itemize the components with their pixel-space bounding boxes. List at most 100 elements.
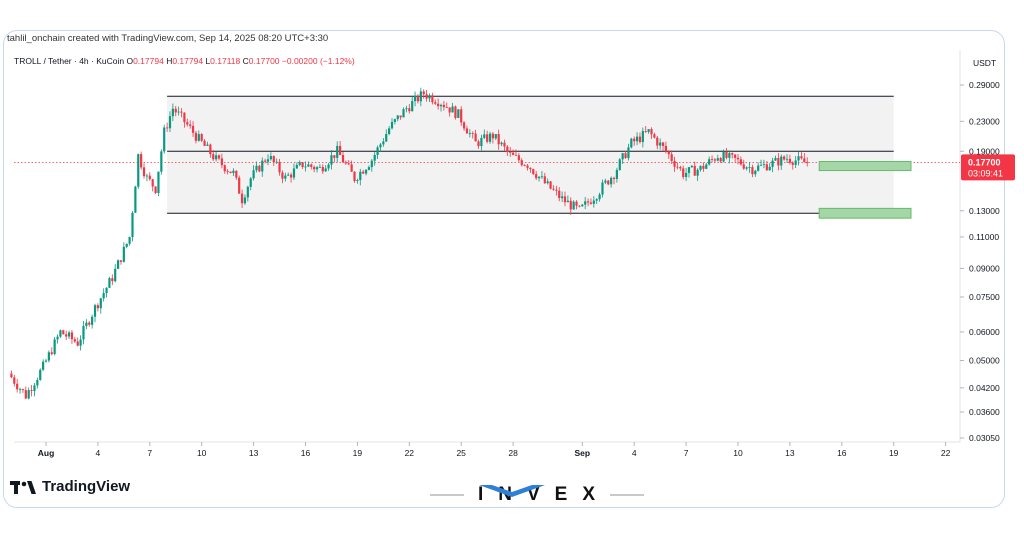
candle-body bbox=[142, 167, 146, 177]
candle-body bbox=[180, 111, 183, 113]
candle-body bbox=[627, 147, 630, 159]
candle-body bbox=[91, 316, 94, 325]
candle-body bbox=[685, 172, 688, 178]
candle-body bbox=[610, 177, 613, 185]
candle-body bbox=[537, 176, 541, 179]
candle-body bbox=[197, 134, 200, 141]
candle-body bbox=[748, 167, 751, 168]
candle-body bbox=[670, 154, 673, 161]
candle-body bbox=[803, 158, 806, 163]
candle-body bbox=[702, 165, 705, 169]
candle-body bbox=[676, 166, 679, 168]
candle-body bbox=[734, 154, 737, 158]
candle-body bbox=[183, 112, 186, 123]
candle-body bbox=[376, 147, 379, 155]
target-box-1 bbox=[818, 161, 912, 172]
candle-body bbox=[278, 161, 281, 173]
candle-body bbox=[379, 144, 382, 148]
candle-body bbox=[512, 152, 515, 155]
y-tick-label: 0.06000 bbox=[969, 327, 1000, 337]
y-tick-label: 0.19000 bbox=[969, 146, 1000, 156]
candle-body bbox=[189, 124, 192, 126]
candle-body bbox=[650, 129, 653, 135]
candle-body bbox=[558, 190, 561, 199]
candle-body bbox=[788, 158, 791, 163]
candle-body bbox=[589, 202, 593, 204]
candle-body bbox=[687, 167, 691, 173]
candle-body bbox=[24, 390, 27, 399]
candle-body bbox=[264, 160, 267, 162]
candle-body bbox=[356, 180, 359, 182]
candle-body bbox=[344, 162, 347, 164]
candle-body bbox=[258, 165, 261, 172]
legend-close-label: C bbox=[242, 56, 249, 66]
x-tick-label: 4 bbox=[96, 448, 101, 458]
candle-body bbox=[638, 136, 642, 143]
candle-body bbox=[281, 172, 284, 179]
candle-body bbox=[62, 330, 65, 335]
candle-body bbox=[690, 165, 693, 168]
candle-body bbox=[757, 165, 760, 171]
candle-body bbox=[517, 155, 520, 161]
candle-body bbox=[50, 352, 53, 355]
candle-body bbox=[65, 334, 68, 337]
grid bbox=[14, 50, 961, 443]
candle-body bbox=[82, 326, 85, 340]
candle-body bbox=[70, 332, 74, 340]
candle-body bbox=[673, 160, 676, 167]
candle-body bbox=[405, 108, 408, 110]
candle-body bbox=[140, 154, 143, 168]
x-tick-label: Sep bbox=[575, 448, 591, 458]
candle-body bbox=[428, 95, 431, 99]
candle-body bbox=[535, 174, 538, 179]
y-tick-label: 0.05000 bbox=[969, 356, 1000, 366]
candle-body bbox=[339, 145, 342, 155]
trading-range bbox=[14, 95, 960, 214]
candle-body bbox=[330, 155, 333, 165]
candle-body bbox=[59, 330, 62, 337]
x-tick-label: 16 bbox=[837, 448, 847, 458]
candle-body bbox=[561, 196, 564, 199]
candle-body bbox=[336, 145, 339, 158]
currency-label: USDT bbox=[973, 58, 996, 68]
candle-body bbox=[465, 128, 469, 134]
y-tick-label: 0.11000 bbox=[969, 232, 999, 242]
candle-body bbox=[298, 162, 301, 165]
candle-body bbox=[434, 102, 437, 104]
candle-body bbox=[232, 170, 235, 173]
y-tick-label: 0.04200 bbox=[969, 383, 1000, 393]
candle-body bbox=[382, 141, 385, 145]
candle-body bbox=[324, 168, 327, 172]
candle-body bbox=[272, 156, 275, 163]
candle-body bbox=[160, 151, 163, 172]
candle-body bbox=[754, 170, 757, 175]
symbol-label[interactable]: TROLL / Tether · 4h · KuCoin bbox=[14, 56, 125, 66]
candle-body bbox=[359, 171, 362, 181]
candle-body bbox=[708, 159, 711, 165]
candle-body bbox=[163, 127, 166, 152]
candle-body bbox=[416, 95, 420, 102]
legend-open-label: O bbox=[126, 56, 134, 66]
candle-body bbox=[373, 154, 376, 161]
y-tick-label: 0.03600 bbox=[969, 407, 1000, 417]
candle-body bbox=[762, 164, 766, 166]
candle-body bbox=[693, 165, 696, 176]
candle-body bbox=[318, 166, 322, 168]
candle-body bbox=[497, 134, 500, 145]
candle-body bbox=[223, 165, 226, 172]
candle-body bbox=[119, 260, 123, 262]
candle-body bbox=[483, 134, 486, 138]
candle-body bbox=[341, 154, 345, 163]
candle-body bbox=[116, 260, 120, 269]
candle-body bbox=[364, 169, 368, 174]
candle-body bbox=[261, 160, 264, 172]
candle-body bbox=[422, 91, 425, 95]
candle-body bbox=[471, 133, 474, 134]
axes: 0.29000 0.23000 0.19000 0.13000 0.11000 0.090… bbox=[38, 58, 1015, 458]
candle-body bbox=[656, 137, 659, 146]
candles bbox=[10, 87, 809, 400]
candle-body bbox=[500, 142, 503, 145]
x-tick-label: 28 bbox=[508, 448, 518, 458]
candle-body bbox=[289, 174, 293, 178]
